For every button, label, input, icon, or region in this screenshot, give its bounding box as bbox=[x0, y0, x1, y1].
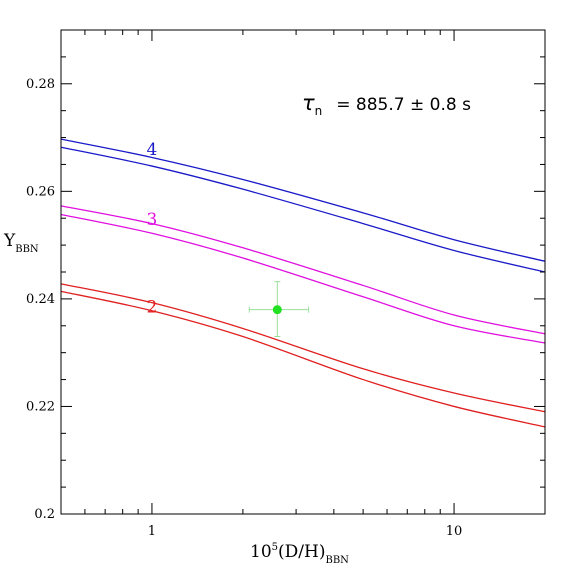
annotation-symbol: τ bbox=[302, 91, 315, 115]
axis-ticks bbox=[60, 29, 546, 515]
y-tick-label: 0.22 bbox=[26, 399, 55, 414]
data-point-group bbox=[248, 281, 310, 338]
annotation-sub: n bbox=[315, 104, 323, 118]
curve-label-4: 4 bbox=[147, 140, 158, 160]
curve-3-line-1 bbox=[60, 205, 546, 335]
x-axis-label-rest: (D/H) bbox=[278, 542, 325, 562]
x-tick-label: 10 bbox=[446, 524, 463, 539]
annotation-lifetime: τn = 885.7 ± 0.8 s bbox=[302, 91, 471, 118]
curve-3-line-2 bbox=[60, 213, 546, 344]
curve-4-line-1 bbox=[60, 138, 546, 262]
y-tick-label: 0.28 bbox=[26, 77, 55, 92]
y-tick-label: 0.2 bbox=[34, 507, 55, 522]
x-axis-label-sub: BBN bbox=[325, 555, 349, 566]
curves bbox=[60, 138, 546, 428]
curve-labels: 4 3 2 bbox=[147, 140, 158, 318]
x-tick-label: 1 bbox=[148, 524, 156, 539]
curve-label-3: 3 bbox=[147, 210, 158, 230]
tick-labels: 0.2 0.22 0.24 0.26 0.28 1 10 bbox=[26, 77, 462, 539]
x-axis-label: 105(D/H)BBN bbox=[250, 542, 349, 566]
y-tick-label: 0.26 bbox=[26, 184, 55, 199]
curve-4-line-2 bbox=[60, 146, 546, 273]
data-point bbox=[272, 305, 282, 315]
curve-label-2: 2 bbox=[147, 297, 158, 317]
curve-2-line-2 bbox=[60, 290, 546, 428]
annotation-text: = 885.7 ± 0.8 s bbox=[336, 95, 471, 115]
curve-2-line-1 bbox=[60, 283, 546, 413]
x-axis-label-main: 10 bbox=[250, 542, 272, 562]
x-axis-label-sup: 5 bbox=[272, 542, 278, 553]
y-axis-label: YBBN bbox=[3, 231, 39, 255]
y-axis-label-sub: BBN bbox=[15, 244, 39, 255]
y-tick-label: 0.24 bbox=[26, 292, 55, 307]
y-axis-label-main: Y bbox=[3, 231, 16, 251]
